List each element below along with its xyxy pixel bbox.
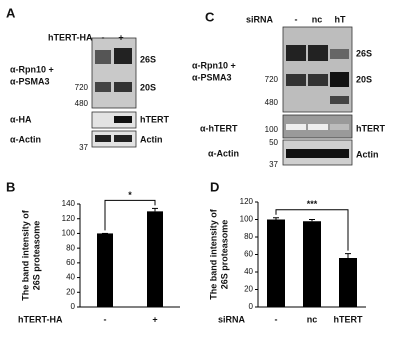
y-tick-label: 20 <box>244 285 253 294</box>
error-bar <box>273 217 279 220</box>
significance-bracket <box>104 199 156 231</box>
error-bar <box>309 219 315 222</box>
x-axis-label: siRNA <box>218 314 246 324</box>
y-tick-label: 120 <box>240 197 254 206</box>
x-tick-label: - <box>104 314 107 324</box>
band-label: hTERT <box>140 114 169 124</box>
y-tick-label: 140 <box>62 199 76 208</box>
significance-bracket <box>275 209 349 251</box>
y-tick-label: 20 <box>66 287 75 296</box>
bar <box>303 221 321 307</box>
panel-letter: D <box>210 179 219 194</box>
panel-letter: B <box>6 179 15 194</box>
mw-label: 100 <box>265 125 279 134</box>
y-axis-label: The band intensity of <box>208 208 218 300</box>
mw-label: 720 <box>265 75 279 84</box>
blot-header: hTERT-HA <box>48 32 93 42</box>
error-bar <box>152 207 158 212</box>
x-tick-label: nc <box>307 314 318 324</box>
x-tick-label: - <box>275 314 278 324</box>
error-bar <box>345 253 351 258</box>
probe-label: α-Actin <box>10 134 41 144</box>
probe-label: α-Actin <box>208 148 239 158</box>
bar <box>97 233 113 307</box>
panel-letter: C <box>205 9 215 24</box>
significance-label: * <box>128 190 132 200</box>
mw-label: 480 <box>75 99 89 108</box>
band-label: Actin <box>356 149 379 159</box>
y-tick-label: 40 <box>244 267 253 276</box>
mw-label: 50 <box>269 138 278 147</box>
band-label: 26S <box>140 54 156 64</box>
band-label: 20S <box>356 74 372 84</box>
mw-label: 37 <box>79 143 88 152</box>
y-tick-label: 60 <box>66 258 75 267</box>
probe-label: α-hTERT <box>200 123 238 133</box>
lane-label: + <box>118 32 123 42</box>
lane-label: nc <box>312 14 323 24</box>
y-tick-label: 40 <box>66 273 75 282</box>
band-label: hTERT <box>356 123 385 133</box>
probe-label: α-Rpn10 + <box>192 60 236 70</box>
lane-label: hT <box>335 14 346 24</box>
y-tick-label: 100 <box>240 215 254 224</box>
x-axis-label: hTERT-HA <box>18 314 63 324</box>
y-tick-label: 80 <box>244 232 253 241</box>
lane-label: - <box>295 14 298 24</box>
bar <box>147 211 163 307</box>
blot-a <box>91 37 137 148</box>
panel-letter: A <box>6 5 16 20</box>
blot-header: siRNA <box>246 14 274 24</box>
band-label: Actin <box>140 134 163 144</box>
probe-label: α-PSMA3 <box>192 72 232 82</box>
y-tick-label: 100 <box>62 229 76 238</box>
y-tick-label: 0 <box>249 302 254 311</box>
y-tick-label: 120 <box>62 214 76 223</box>
probe-label: α-Rpn10 + <box>10 64 54 74</box>
y-tick-label: 0 <box>71 302 76 311</box>
band-label: 26S <box>356 48 372 58</box>
y-tick-label: 80 <box>66 243 75 252</box>
mw-label: 37 <box>269 160 278 169</box>
lane-label: - <box>102 32 105 42</box>
y-axis-label: 26S proteasome <box>31 221 41 291</box>
band-label: 20S <box>140 82 156 92</box>
probe-label: α-PSMA3 <box>10 76 50 86</box>
blot-c <box>282 26 353 166</box>
bar <box>339 258 357 307</box>
significance-label: *** <box>307 199 318 209</box>
mw-label: 720 <box>75 83 89 92</box>
y-axis-label: 26S proteasome <box>219 220 229 290</box>
bar <box>267 219 285 307</box>
x-tick-label: hTERT <box>334 314 363 324</box>
y-tick-label: 60 <box>244 250 253 259</box>
probe-label: α-HA <box>10 114 32 124</box>
mw-label: 480 <box>265 98 279 107</box>
x-tick-label: + <box>152 314 157 324</box>
y-axis-label: The band intensity of <box>20 209 30 301</box>
